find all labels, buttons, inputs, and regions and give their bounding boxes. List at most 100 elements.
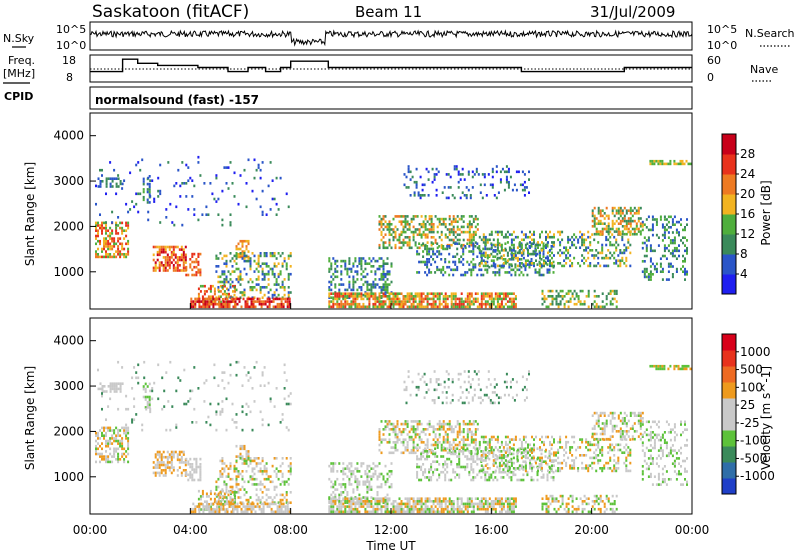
- heatmap-cell: [99, 460, 102, 464]
- heatmap-cell: [142, 198, 145, 202]
- heatmap-cell: [386, 500, 389, 503]
- heatmap-cell: [434, 241, 437, 244]
- heatmap-cell: [515, 188, 518, 192]
- heatmap-cell: [528, 252, 531, 256]
- heatmap-cell: [414, 297, 417, 301]
- heatmap-cell: [482, 238, 485, 242]
- heatmap-cell: [597, 295, 600, 298]
- heatmap-cell: [360, 305, 363, 309]
- heatmap-cell: [209, 182, 212, 185]
- heatmap-cell: [502, 235, 505, 239]
- heatmap-cell: [494, 305, 497, 309]
- heatmap-cell: [601, 230, 604, 233]
- heatmap-cell: [178, 264, 181, 267]
- heatmap-cell: [340, 502, 343, 506]
- heatmap-cell: [208, 510, 211, 514]
- heatmap-cell: [613, 292, 616, 296]
- heatmap-cell: [433, 173, 436, 176]
- heatmap-cell: [223, 254, 226, 258]
- heatmap-cell: [265, 470, 268, 473]
- heatmap-cell: [344, 300, 347, 303]
- heatmap-cell: [364, 483, 367, 486]
- heatmap-cell: [665, 257, 668, 261]
- heatmap-cell: [583, 233, 586, 236]
- heatmap-cell: [223, 508, 226, 511]
- heatmap-cell: [430, 225, 433, 229]
- heatmap-cell: [350, 270, 353, 273]
- heatmap-cell: [460, 500, 463, 503]
- heatmap-cell: [482, 505, 485, 508]
- heatmap-cell: [259, 252, 262, 255]
- heatmap-cell: [223, 467, 226, 471]
- heatmap-cell: [111, 229, 114, 233]
- heatmap-cell: [174, 269, 177, 272]
- heatmap-cell: [218, 502, 221, 506]
- heatmap-cell: [476, 292, 479, 296]
- heatmap-cell: [601, 305, 604, 309]
- heatmap-cell: [123, 255, 126, 259]
- heatmap-cell: [442, 268, 445, 272]
- heatmap-cell: [615, 241, 618, 244]
- heatmap-cell: [344, 507, 347, 511]
- heatmap-cell: [287, 254, 290, 258]
- heatmap-cell: [412, 295, 415, 298]
- heatmap-cell: [611, 206, 614, 210]
- heatmap-cell: [279, 483, 282, 486]
- heatmap-cell: [166, 455, 169, 459]
- heatmap-cell: [403, 183, 406, 187]
- heatmap-cell: [372, 510, 375, 514]
- heatmap-cell: [257, 259, 260, 263]
- heatmap-cell: [398, 430, 401, 434]
- heatmap-cell: [249, 457, 252, 460]
- heatmap-cell: [374, 286, 377, 289]
- heatmap-cell: [390, 280, 393, 284]
- heatmap-cell: [197, 260, 200, 264]
- heatmap-cell: [123, 247, 126, 251]
- heatmap-cell: [406, 443, 409, 447]
- heatmap-cell: [422, 223, 425, 226]
- heatmap-cell: [179, 184, 182, 188]
- heatmap-cell: [241, 444, 244, 448]
- heatmap-cell: [466, 433, 469, 436]
- heatmap-cell: [95, 242, 98, 246]
- heatmap-cell: [505, 165, 508, 168]
- heatmap-cell: [504, 258, 507, 261]
- heatmap-cell: [370, 467, 373, 471]
- heatmap-cell: [129, 171, 132, 175]
- heatmap-cell: [510, 297, 513, 301]
- heatmap-cell: [344, 267, 347, 271]
- heatmap-cell: [113, 239, 116, 243]
- heatmap-cell: [563, 305, 566, 309]
- heatmap-cell: [382, 433, 385, 436]
- heatmap-cell: [679, 162, 682, 166]
- heatmap-cell: [259, 288, 262, 292]
- heatmap-cell: [362, 302, 365, 306]
- heatmap-cell: [434, 300, 437, 303]
- heatmap-cell: [164, 469, 167, 472]
- heatmap-cell: [680, 267, 683, 271]
- heatmap-cell: [332, 302, 335, 306]
- heatmap-cell: [103, 437, 106, 440]
- heatmap-cell: [388, 292, 391, 296]
- heatmap-cell: [575, 302, 578, 306]
- heatmap-cell: [148, 175, 151, 178]
- heatmap-cell: [452, 297, 455, 301]
- heatmap-cell: [639, 232, 642, 236]
- heatmap-cell: [277, 272, 280, 276]
- heatmap-cell: [211, 295, 214, 299]
- heatmap-cell: [460, 217, 463, 221]
- heatmap-cell: [452, 292, 455, 296]
- heatmap-cell: [334, 502, 337, 506]
- heatmap-cell: [218, 507, 221, 511]
- heatmap-cell: [176, 453, 179, 456]
- heatmap-cell: [382, 300, 385, 303]
- heatmap-cell: [444, 433, 447, 436]
- heatmap-cell: [396, 238, 399, 242]
- heatmap-cell: [123, 253, 126, 256]
- heatmap-cell: [593, 225, 596, 228]
- heatmap-cell: [388, 297, 391, 301]
- heatmap-cell: [111, 437, 114, 440]
- heatmap-cell: [406, 220, 409, 224]
- heatmap-cell: [520, 258, 523, 261]
- heatmap-cell: [671, 231, 674, 234]
